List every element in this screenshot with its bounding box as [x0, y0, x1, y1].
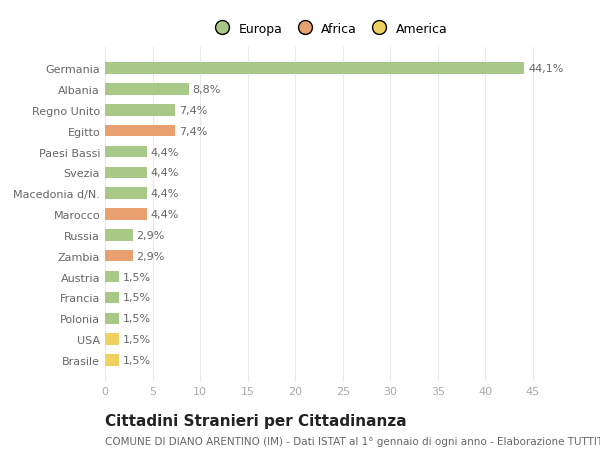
Text: 1,5%: 1,5%	[123, 334, 151, 344]
Text: 4,4%: 4,4%	[151, 147, 179, 157]
Bar	[105, 313, 119, 324]
Bar	[105, 230, 133, 241]
Bar	[105, 334, 119, 345]
Text: 1,5%: 1,5%	[123, 293, 151, 303]
Bar	[105, 63, 524, 75]
Text: 7,4%: 7,4%	[179, 106, 208, 116]
Bar	[105, 354, 119, 366]
Text: 2,9%: 2,9%	[136, 230, 165, 241]
Text: 4,4%: 4,4%	[151, 168, 179, 178]
Text: 1,5%: 1,5%	[123, 272, 151, 282]
Bar	[105, 188, 147, 200]
Bar	[105, 251, 133, 262]
Bar	[105, 167, 147, 179]
Text: 4,4%: 4,4%	[151, 210, 179, 219]
Text: 2,9%: 2,9%	[136, 251, 165, 261]
Bar	[105, 126, 175, 137]
Text: 1,5%: 1,5%	[123, 313, 151, 324]
Bar	[105, 292, 119, 303]
Text: 44,1%: 44,1%	[528, 64, 563, 74]
Bar	[105, 84, 188, 95]
Legend: Europa, Africa, America: Europa, Africa, America	[205, 18, 452, 41]
Text: 8,8%: 8,8%	[193, 85, 221, 95]
Text: 1,5%: 1,5%	[123, 355, 151, 365]
Text: Cittadini Stranieri per Cittadinanza: Cittadini Stranieri per Cittadinanza	[105, 413, 407, 428]
Bar	[105, 146, 147, 158]
Text: COMUNE DI DIANO ARENTINO (IM) - Dati ISTAT al 1° gennaio di ogni anno - Elaboraz: COMUNE DI DIANO ARENTINO (IM) - Dati IST…	[105, 436, 600, 446]
Bar	[105, 105, 175, 116]
Bar	[105, 209, 147, 220]
Text: 7,4%: 7,4%	[179, 126, 208, 136]
Text: 4,4%: 4,4%	[151, 189, 179, 199]
Bar	[105, 271, 119, 283]
